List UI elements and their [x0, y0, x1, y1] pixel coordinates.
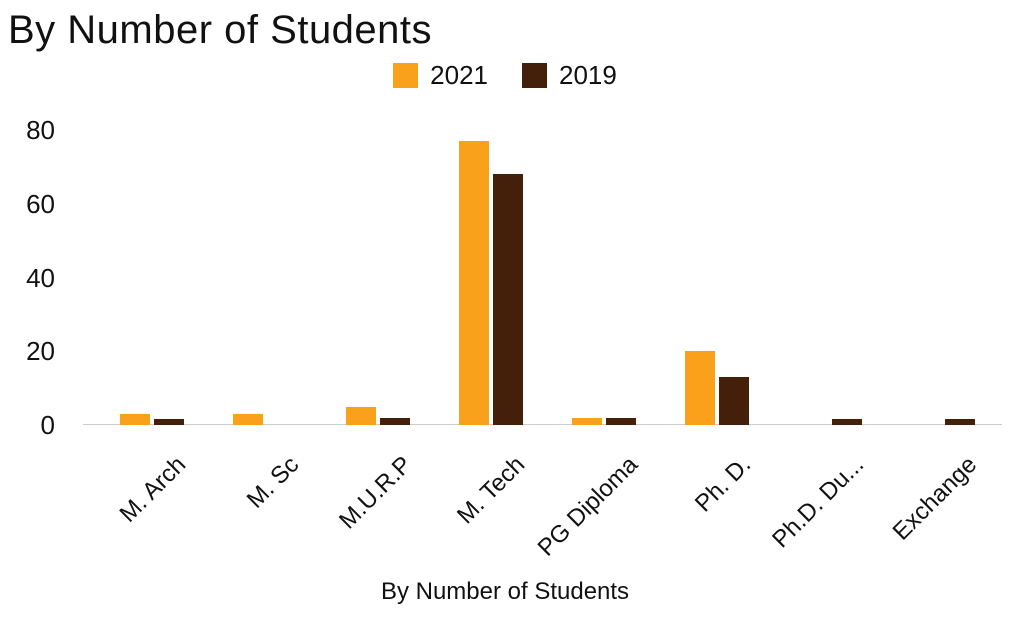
y-tick-label-80: 80 — [26, 115, 55, 145]
bar-2021-ph-d[interactable] — [685, 351, 715, 425]
legend-label-2021: 2021 — [430, 60, 488, 90]
x-axis-labels: M. Arch M. Sc M.U.R.P M. Tech PG Diploma Ph. … — [95, 425, 1000, 585]
x-category-label-ph-d-du: Ph.D. Du... — [767, 451, 870, 554]
x-category-label-m-sc: M. Sc — [241, 451, 305, 514]
bar-2019-pg-diploma[interactable] — [606, 418, 636, 425]
bar-2021-pg-diploma[interactable] — [572, 418, 602, 425]
legend-item-2019[interactable]: 2019 — [522, 60, 617, 91]
x-category-label-pg-diploma: PG Diploma — [532, 451, 644, 562]
y-axis: 0 20 40 60 80 — [0, 117, 55, 438]
bar-2019-m-u-r-p[interactable] — [380, 418, 410, 425]
chart-title: By Number of Students — [8, 8, 433, 52]
bar-2019-ph-d-du[interactable] — [832, 419, 862, 425]
x-category-label-m-tech: M. Tech — [451, 451, 531, 530]
x-axis-title: By Number of Students — [380, 578, 630, 605]
legend-swatch-2021 — [393, 63, 419, 88]
legend-item-2021[interactable]: 2021 — [393, 60, 488, 91]
x-category-label-exchange: Exchange — [887, 451, 983, 546]
bar-2021-m-tech[interactable] — [459, 141, 489, 425]
bar-2021-m-arch[interactable] — [120, 414, 150, 425]
x-category-label-m-arch: M. Arch — [114, 451, 192, 528]
bar-2019-ph-d[interactable] — [719, 377, 749, 425]
legend-swatch-2019 — [522, 63, 547, 88]
x-axis-line — [83, 424, 1002, 425]
x-category-label-ph-d: Ph. D. — [689, 451, 757, 518]
bar-2019-m-tech[interactable] — [493, 174, 523, 425]
x-category-label-m-u-r-p: M.U.R.P — [333, 451, 418, 535]
y-tick-label-20: 20 — [26, 336, 55, 367]
bar-2021-m-sc[interactable] — [233, 414, 263, 425]
plot-area — [83, 130, 1002, 425]
y-tick-label-40: 40 — [26, 262, 55, 293]
bar-2019-m-arch[interactable] — [154, 419, 184, 425]
bar-2019-exchange[interactable] — [945, 419, 975, 425]
bar-2021-m-u-r-p[interactable] — [346, 407, 376, 425]
legend-label-2019: 2019 — [559, 60, 617, 90]
legend: 2021 2019 — [0, 60, 1010, 91]
y-tick-label-0: 0 — [40, 410, 55, 440]
y-tick-label-60: 60 — [26, 188, 55, 219]
